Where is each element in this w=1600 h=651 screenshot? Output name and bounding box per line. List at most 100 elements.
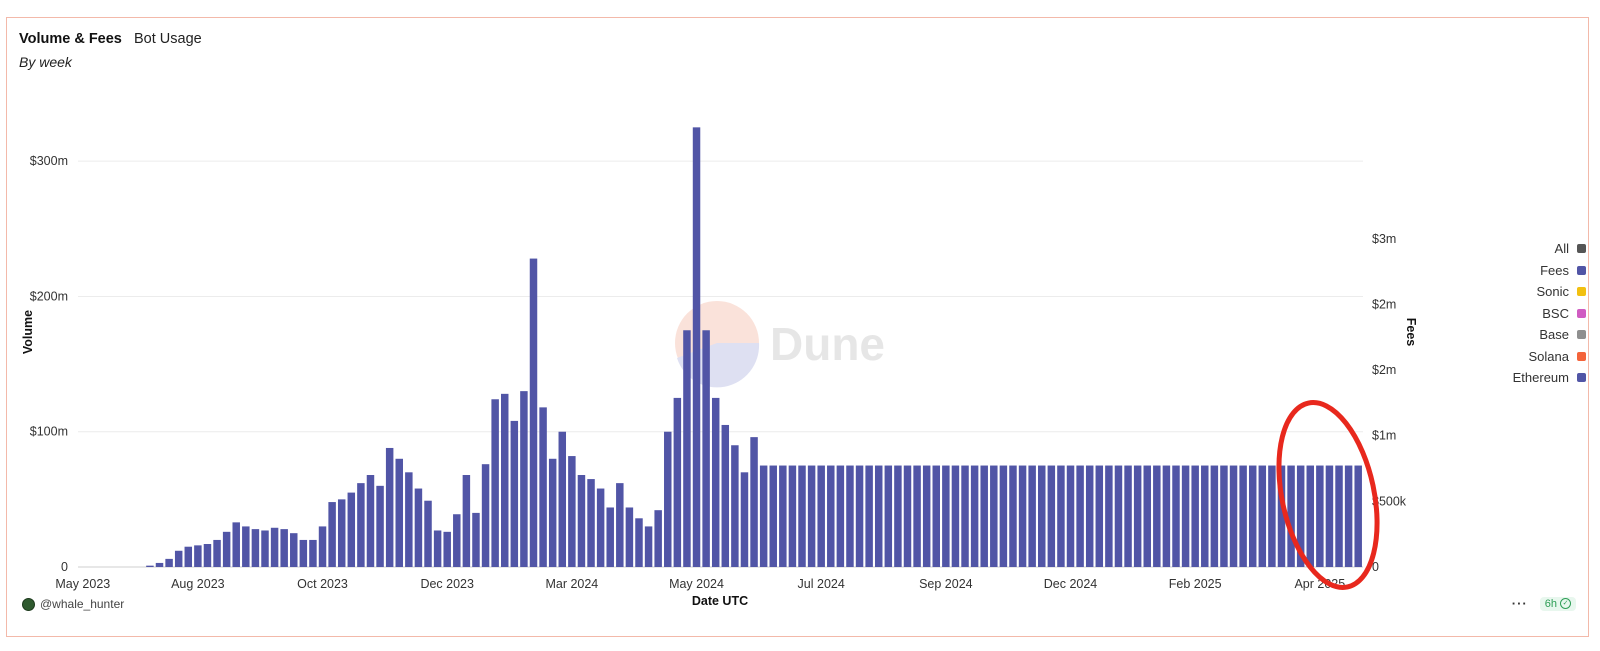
bar-ethereum (280, 529, 288, 567)
legend-item-solana[interactable]: Solana (1513, 346, 1586, 368)
bar-ethereum (731, 445, 739, 567)
bar-ethereum (1258, 465, 1267, 567)
legend-swatch (1577, 351, 1586, 361)
bar-ethereum (990, 465, 998, 567)
bar-ethereum (184, 546, 193, 567)
y2-axis-title: Fees (1404, 318, 1418, 347)
chart-card (6, 17, 1589, 637)
legend-item-fees[interactable]: Fees (1513, 260, 1586, 282)
bar-ethereum (491, 399, 499, 567)
y-tick-label: $100m (30, 425, 68, 439)
legend-item-sonic[interactable]: Sonic (1513, 281, 1586, 303)
bar-ethereum (270, 527, 279, 567)
y2-tick-label: 0 (1372, 560, 1379, 574)
bar-ethereum (501, 393, 509, 567)
bar-ethereum (1105, 465, 1113, 567)
bar-ethereum (788, 465, 797, 567)
bar-ethereum (759, 465, 768, 567)
bar-ethereum (366, 475, 375, 567)
bar-ethereum (1085, 465, 1094, 567)
chart-subtitle: By week (19, 54, 72, 70)
bar-ethereum (376, 485, 384, 567)
bar-ethereum (903, 465, 912, 567)
legend-swatch (1577, 265, 1586, 275)
footer-user[interactable]: @whale_hunter (22, 597, 124, 611)
bar-ethereum (807, 465, 816, 567)
x-tick-label: Aug 2023 (171, 577, 225, 591)
bar-ethereum (721, 424, 730, 567)
x-axis-title: Date UTC (692, 594, 748, 608)
bar-ethereum (932, 465, 940, 567)
bar-ethereum (1229, 465, 1238, 567)
bar-ethereum (1057, 465, 1065, 567)
bar-ethereum (347, 492, 356, 567)
bar-ethereum (414, 488, 423, 567)
legend-swatch (1577, 244, 1586, 254)
bar-ethereum (769, 465, 777, 567)
bar-ethereum (405, 472, 413, 567)
bar-ethereum (846, 465, 854, 567)
bar-ethereum (481, 464, 490, 567)
legend-item-all[interactable]: All (1513, 238, 1586, 260)
bar-ethereum (1316, 465, 1324, 567)
username[interactable]: @whale_hunter (40, 597, 125, 611)
x-tick-label: Jul 2024 (798, 577, 845, 591)
bar-ethereum (510, 420, 519, 567)
bar-ethereum (702, 330, 710, 567)
freshness-badge[interactable]: 6h ✓ (1539, 596, 1576, 611)
y2-tick-label: $500k (1372, 494, 1407, 508)
bar-ethereum (817, 465, 825, 567)
bar-ethereum (635, 518, 643, 567)
bar-ethereum (1124, 465, 1132, 567)
chart-legend: All Fees Sonic BSC Base Solana Ethereum (1513, 238, 1586, 389)
bar-ethereum (999, 465, 1008, 567)
bar-ethereum (1201, 465, 1209, 567)
legend-item-base[interactable]: Base (1513, 324, 1586, 346)
y-axis-title: Volume (21, 310, 35, 354)
bar-ethereum (1335, 465, 1343, 567)
bar-ethereum (1133, 465, 1142, 567)
bar-ethereum (1143, 465, 1151, 567)
bar-ethereum (251, 529, 260, 567)
bar-ethereum (165, 558, 173, 567)
bar-ethereum (616, 483, 624, 567)
y-tick-label: $200m (30, 289, 68, 303)
bar-ethereum (328, 502, 336, 567)
bar-ethereum (1268, 465, 1276, 567)
chart-tab-label[interactable]: Bot Usage (134, 31, 202, 47)
x-tick-label: Dec 2024 (1044, 577, 1098, 591)
bar-ethereum (1162, 465, 1171, 567)
y2-tick-label: $1m (1372, 429, 1396, 443)
bar-ethereum (1344, 465, 1353, 567)
bar-ethereum (539, 407, 547, 567)
bar-ethereum (779, 465, 787, 567)
more-menu-button[interactable]: ··· (1511, 596, 1528, 611)
bar-ethereum (970, 465, 979, 567)
bar-ethereum (1018, 465, 1027, 567)
bar-ethereum (683, 330, 691, 567)
x-tick-label: Dec 2023 (420, 577, 474, 591)
bar-ethereum (606, 507, 614, 567)
bar-ethereum (558, 431, 567, 567)
bar-ethereum (1153, 465, 1161, 567)
bar-ethereum (174, 550, 183, 567)
legend-item-bsc[interactable]: BSC (1513, 303, 1586, 325)
legend-item-ethereum[interactable]: Ethereum (1513, 367, 1586, 389)
bar-ethereum (155, 562, 164, 567)
bar-ethereum (913, 465, 921, 567)
x-tick-label: May 2023 (55, 577, 110, 591)
bar-ethereum (1038, 465, 1046, 567)
bar-ethereum (1076, 465, 1084, 567)
annotation-ellipse (1276, 400, 1380, 590)
watermark-text: Dune (770, 318, 885, 370)
x-tick-label: Sep 2024 (919, 577, 973, 591)
legend-swatch (1577, 287, 1586, 297)
legend-label: Ethereum (1512, 370, 1569, 386)
bar-ethereum (232, 522, 240, 567)
bar-ethereum (357, 483, 365, 567)
footer-actions: ··· 6h ✓ (1512, 596, 1576, 611)
bar-ethereum (261, 530, 269, 567)
bar-ethereum (1210, 465, 1219, 567)
y2-tick-label: $2m (1372, 363, 1396, 377)
